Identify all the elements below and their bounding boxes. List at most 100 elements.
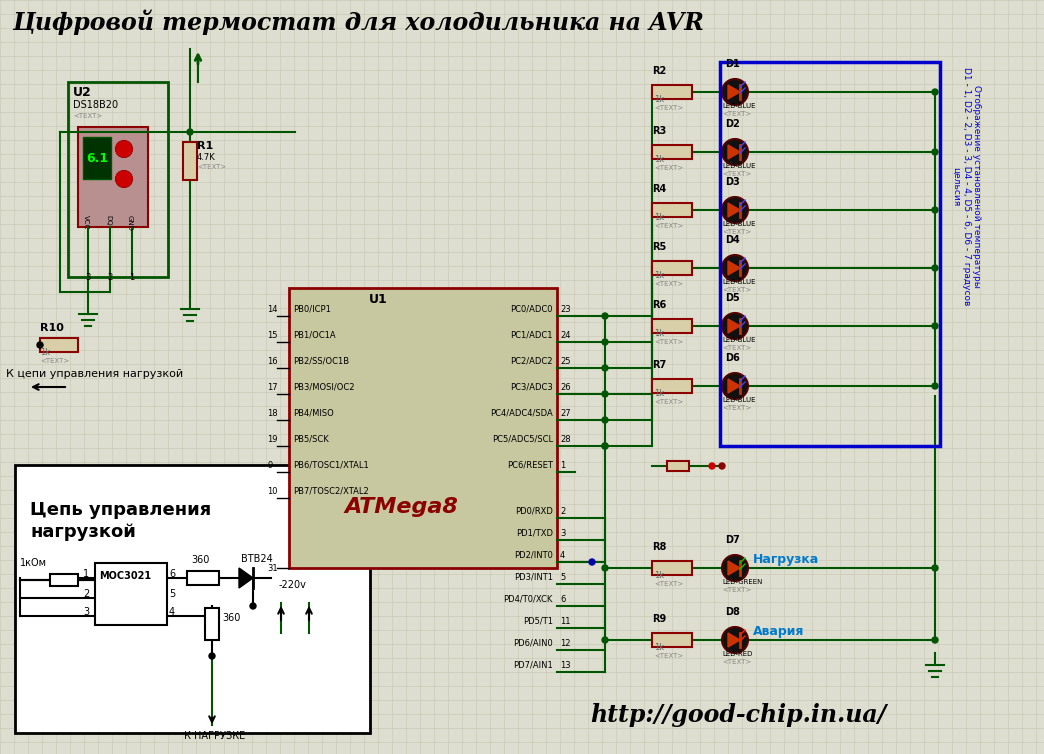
Circle shape xyxy=(722,197,748,223)
Text: D5: D5 xyxy=(725,293,740,303)
Circle shape xyxy=(602,443,608,449)
Text: Цифровой термостат для холодильника на AVR: Цифровой термостат для холодильника на A… xyxy=(11,10,704,35)
Text: R4: R4 xyxy=(652,184,666,194)
Text: 6: 6 xyxy=(169,569,175,579)
Text: R2: R2 xyxy=(652,66,666,76)
Circle shape xyxy=(932,89,938,95)
Text: D6: D6 xyxy=(725,353,740,363)
Text: MOC3021: MOC3021 xyxy=(99,571,151,581)
Text: BTB24: BTB24 xyxy=(241,554,272,564)
Bar xyxy=(78,127,148,227)
Circle shape xyxy=(932,149,938,155)
Text: D8: D8 xyxy=(725,607,740,617)
Text: PB2/SS/OC1B: PB2/SS/OC1B xyxy=(293,357,349,366)
Text: ATMega8: ATMega8 xyxy=(345,497,458,517)
Circle shape xyxy=(722,139,748,165)
Polygon shape xyxy=(728,203,740,217)
Circle shape xyxy=(932,207,938,213)
Circle shape xyxy=(932,323,938,329)
Text: <TEXT>: <TEXT> xyxy=(654,165,683,171)
Text: <TEXT>: <TEXT> xyxy=(722,659,752,665)
Text: LED-BLUE: LED-BLUE xyxy=(722,103,756,109)
Circle shape xyxy=(719,463,725,469)
Text: http://good-chip.in.ua/: http://good-chip.in.ua/ xyxy=(590,703,886,727)
Text: D3: D3 xyxy=(725,177,740,187)
Text: Цепь управления: Цепь управления xyxy=(30,501,211,519)
Bar xyxy=(652,633,692,647)
Polygon shape xyxy=(239,568,253,588)
Text: 31: 31 xyxy=(267,564,278,573)
Bar xyxy=(50,574,78,586)
Bar xyxy=(652,203,692,217)
Text: PD5/T1: PD5/T1 xyxy=(523,617,553,626)
Circle shape xyxy=(250,603,256,609)
Circle shape xyxy=(602,313,608,319)
Text: 6: 6 xyxy=(560,595,566,604)
Text: <TEXT>: <TEXT> xyxy=(40,358,69,364)
Circle shape xyxy=(932,383,938,389)
Text: PB6/TOSC1/XTAL1: PB6/TOSC1/XTAL1 xyxy=(293,461,369,470)
Circle shape xyxy=(602,637,608,643)
Bar xyxy=(652,319,692,333)
Text: 5: 5 xyxy=(560,573,565,582)
Text: 28: 28 xyxy=(560,435,571,444)
Text: LED-BLUE: LED-BLUE xyxy=(722,337,756,343)
Bar xyxy=(183,142,197,180)
Bar xyxy=(205,608,219,640)
Text: 360: 360 xyxy=(191,555,210,565)
Text: Нагрузка: Нагрузка xyxy=(753,553,820,566)
Text: PB0/ICP1: PB0/ICP1 xyxy=(293,305,331,314)
Text: PD1/TXD: PD1/TXD xyxy=(516,529,553,538)
Bar xyxy=(667,461,689,471)
Text: 26: 26 xyxy=(560,383,571,392)
Text: <TEXT>: <TEXT> xyxy=(654,105,683,111)
Circle shape xyxy=(722,627,748,653)
Bar xyxy=(720,62,940,446)
Text: U2: U2 xyxy=(73,86,92,99)
Text: R7: R7 xyxy=(652,360,666,370)
Text: 3: 3 xyxy=(560,529,566,538)
Circle shape xyxy=(116,171,132,187)
Text: 4: 4 xyxy=(560,551,565,560)
Text: GND: GND xyxy=(127,215,133,231)
Circle shape xyxy=(602,565,608,571)
Circle shape xyxy=(602,365,608,371)
Text: 2: 2 xyxy=(560,507,565,516)
Bar xyxy=(652,85,692,99)
Text: 1k: 1k xyxy=(654,643,664,652)
Text: D2: D2 xyxy=(725,119,740,129)
Text: 1k: 1k xyxy=(654,155,664,164)
Text: 4: 4 xyxy=(169,607,175,617)
Text: 1: 1 xyxy=(84,569,89,579)
Text: R9: R9 xyxy=(652,614,666,624)
Text: 1k: 1k xyxy=(654,329,664,338)
Text: <TEXT>: <TEXT> xyxy=(73,113,102,119)
Circle shape xyxy=(589,559,595,565)
Circle shape xyxy=(37,342,43,348)
Text: 27: 27 xyxy=(560,409,571,418)
Text: <TEXT>: <TEXT> xyxy=(654,581,683,587)
Text: PB3/MOSI/OC2: PB3/MOSI/OC2 xyxy=(293,383,355,392)
Text: 1k: 1k xyxy=(654,95,664,104)
Text: 2: 2 xyxy=(106,273,113,282)
Circle shape xyxy=(722,373,748,399)
Text: PB1/OC1A: PB1/OC1A xyxy=(293,331,335,340)
Circle shape xyxy=(932,265,938,271)
Text: -220v: -220v xyxy=(279,580,307,590)
Polygon shape xyxy=(728,261,740,275)
Text: 19: 19 xyxy=(267,435,278,444)
Text: 16: 16 xyxy=(267,357,278,366)
Text: нагрузкой: нагрузкой xyxy=(30,523,136,541)
Bar xyxy=(289,288,557,568)
Text: 1: 1 xyxy=(129,273,135,282)
Text: <TEXT>: <TEXT> xyxy=(722,111,752,117)
Text: <TEXT>: <TEXT> xyxy=(654,653,683,659)
Text: PB4/MISO: PB4/MISO xyxy=(293,409,334,418)
Polygon shape xyxy=(728,633,740,647)
Text: <TEXT>: <TEXT> xyxy=(197,164,227,170)
Bar xyxy=(652,261,692,275)
Circle shape xyxy=(932,565,938,571)
Circle shape xyxy=(602,339,608,345)
Bar xyxy=(15,465,370,733)
Text: 14: 14 xyxy=(267,305,278,314)
